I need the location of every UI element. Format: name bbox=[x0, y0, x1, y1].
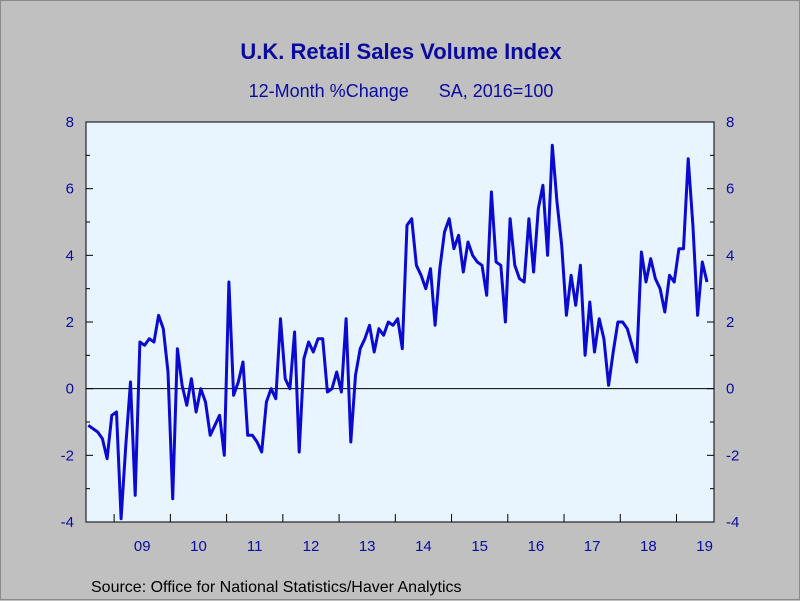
x-tick-label: 16 bbox=[528, 538, 545, 555]
x-tick-label: 17 bbox=[584, 538, 601, 555]
x-tick-label: 14 bbox=[415, 538, 432, 555]
left-tick-label: 0 bbox=[66, 381, 74, 398]
right-tick-label: -2 bbox=[726, 447, 739, 464]
plot-border bbox=[85, 121, 715, 523]
right-axis: 8 6 4 2 0 -2 -4 bbox=[707, 114, 739, 531]
plot-area bbox=[86, 122, 714, 522]
x-axis: 09 10 11 12 13 14 15 16 17 18 19 bbox=[113, 514, 713, 555]
right-tick-label: 8 bbox=[726, 114, 734, 131]
source-note: Source: Office for National Statistics/H… bbox=[91, 579, 462, 596]
left-tick-label: -2 bbox=[61, 447, 74, 464]
left-tick-label: 6 bbox=[66, 181, 74, 198]
chart-title: U.K. Retail Sales Volume Index bbox=[240, 39, 562, 64]
right-tick-label: 2 bbox=[726, 314, 734, 331]
series-line bbox=[87, 143, 709, 521]
x-tick-label: 15 bbox=[471, 538, 488, 555]
x-tick-label: 11 bbox=[247, 538, 263, 555]
left-tick-label: 4 bbox=[66, 247, 74, 264]
x-tick-label: 13 bbox=[359, 538, 376, 555]
right-tick-label: 6 bbox=[726, 181, 734, 198]
chart-subtitle: 12-Month %Change SA, 2016=100 bbox=[248, 81, 554, 101]
x-tick-label: 19 bbox=[696, 538, 713, 555]
left-axis: 8 6 4 2 0 -2 -4 bbox=[61, 114, 93, 531]
right-tick-label: 4 bbox=[726, 247, 734, 264]
x-tick-label: 18 bbox=[640, 538, 657, 555]
right-tick-label: -4 bbox=[726, 514, 739, 531]
x-tick-label: 12 bbox=[303, 538, 320, 555]
right-tick-label: 0 bbox=[726, 381, 734, 398]
x-tick-label: 10 bbox=[190, 538, 207, 555]
left-tick-label: -4 bbox=[61, 514, 74, 531]
left-tick-label: 2 bbox=[66, 314, 74, 331]
x-tick-label: 09 bbox=[134, 538, 151, 555]
left-tick-label: 8 bbox=[66, 114, 74, 131]
